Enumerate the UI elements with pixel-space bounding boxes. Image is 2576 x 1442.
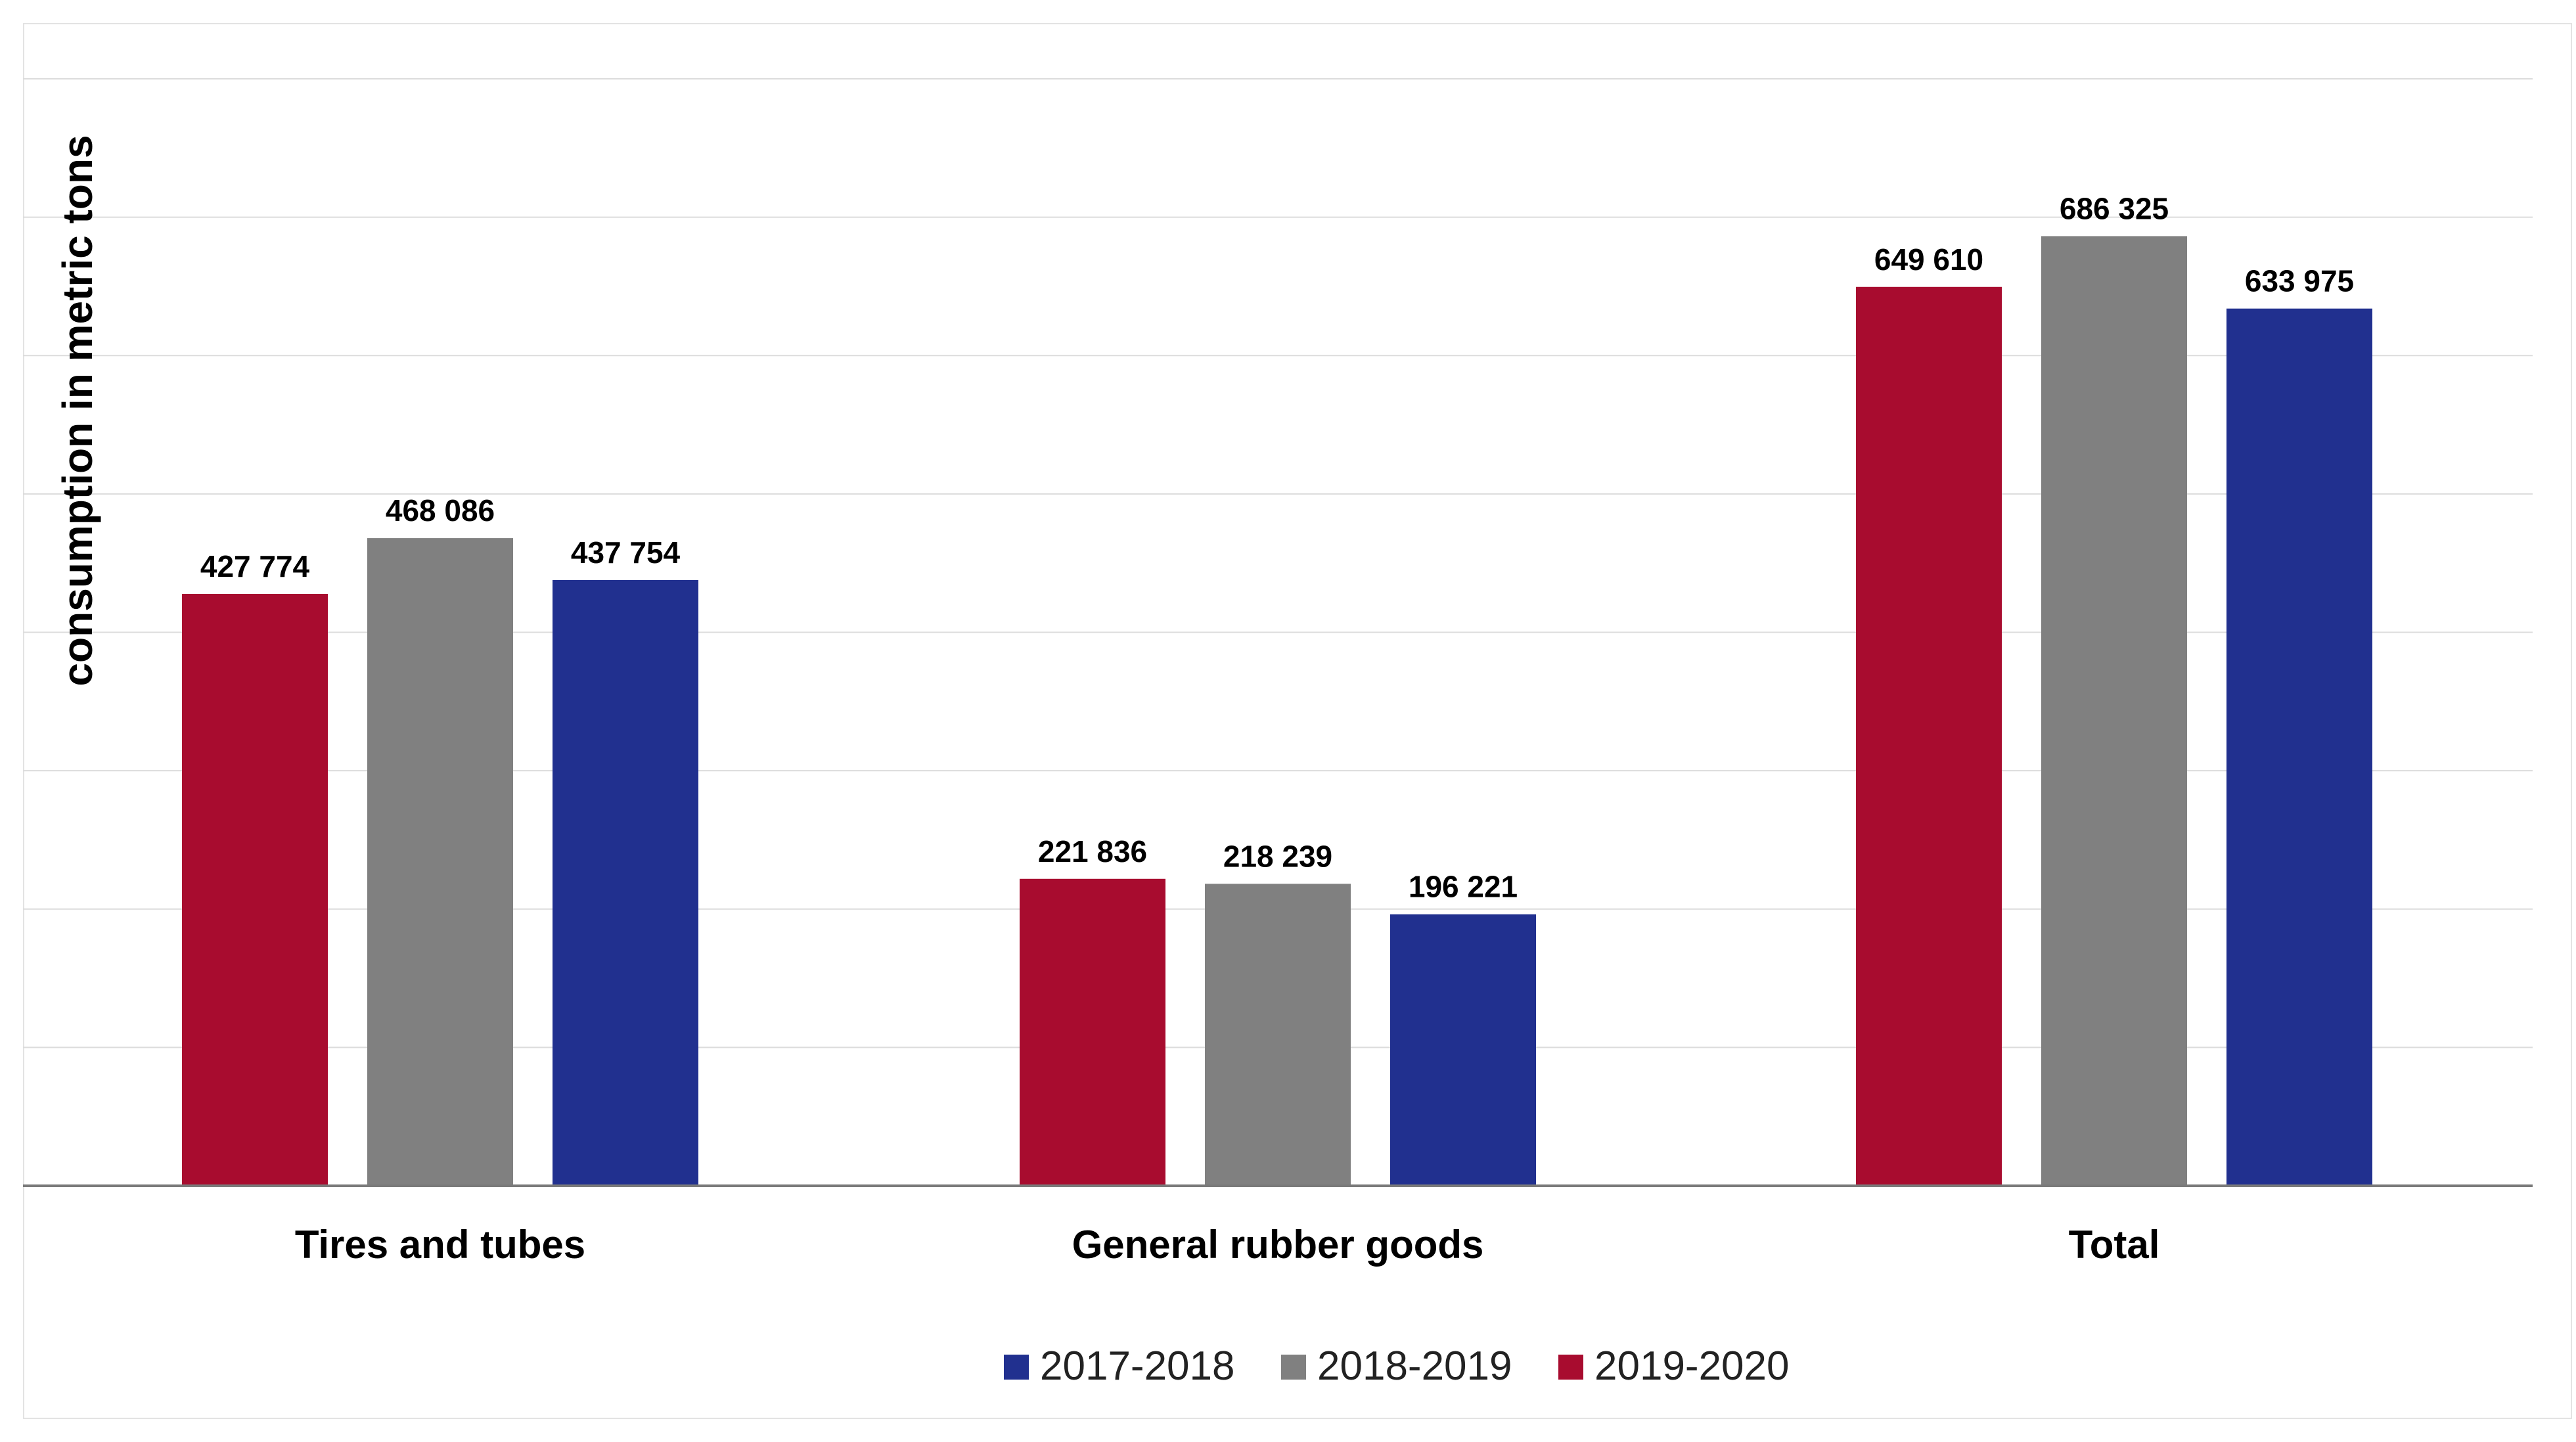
data-label: 221 836: [1038, 834, 1147, 868]
bar-2017-2018-1: [1390, 914, 1536, 1186]
data-label: 633 975: [2245, 264, 2354, 298]
bar-2017-2018-2: [2226, 308, 2372, 1186]
category-label: Tires and tubes: [295, 1223, 585, 1267]
legend-swatch: [1004, 1355, 1029, 1380]
chart-frame: [23, 23, 2572, 1419]
bar-2019-2020-2: [1856, 286, 2002, 1186]
data-label: 686 325: [2060, 191, 2169, 225]
legend-label: 2018-2019: [1317, 1343, 1512, 1389]
data-label: 218 239: [1223, 839, 1332, 873]
data-label: 649 610: [1874, 242, 1983, 277]
bar-2017-2018-0: [553, 579, 698, 1186]
bar-2018-2019-2: [2041, 236, 2187, 1186]
legend-swatch: [1558, 1355, 1583, 1380]
data-label: 196 221: [1409, 870, 1518, 904]
bar-2019-2020-0: [182, 594, 328, 1186]
data-label: 437 754: [571, 535, 681, 570]
category-label: Total: [2069, 1223, 2160, 1267]
category-label: General rubber goods: [1072, 1223, 1484, 1267]
data-label: 468 086: [386, 493, 495, 528]
legend-label: 2017-2018: [1040, 1343, 1235, 1389]
bar-2018-2019-0: [367, 538, 513, 1186]
legend-label: 2019-2020: [1594, 1343, 1790, 1389]
y-axis-label: consumption in metric tons: [54, 135, 101, 686]
bar-2019-2020-1: [1020, 878, 1165, 1186]
bar-2018-2019-1: [1205, 884, 1351, 1186]
legend-swatch: [1281, 1355, 1306, 1380]
data-label: 427 774: [200, 549, 310, 583]
